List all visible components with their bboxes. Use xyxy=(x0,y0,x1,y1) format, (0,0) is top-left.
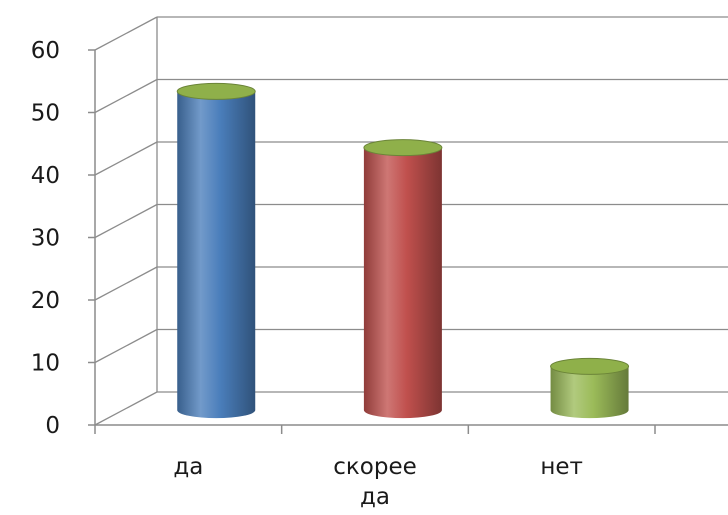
y-axis-tick-labels: 0 10 20 30 40 50 60 xyxy=(31,38,60,439)
y-tick-label: 60 xyxy=(31,38,60,64)
y-tick-label: 40 xyxy=(31,163,60,189)
gridline-side xyxy=(94,391,158,426)
gridline-side xyxy=(94,203,158,239)
bar-top xyxy=(176,82,256,100)
bar-body xyxy=(550,366,629,419)
bar-2 xyxy=(550,357,630,419)
gridline-side xyxy=(94,328,158,364)
y-tick-label: 30 xyxy=(31,226,60,252)
x-category-label: да xyxy=(173,454,203,480)
y-tick-label: 10 xyxy=(31,351,60,377)
bars xyxy=(176,82,630,419)
x-category-label: нет xyxy=(540,454,583,480)
x-axis-category-labels: да скорее да нет xyxy=(173,454,583,510)
bar-body xyxy=(363,147,442,419)
x-category-label: скорее да xyxy=(333,454,417,510)
bar-1 xyxy=(363,139,443,419)
gridline-side xyxy=(94,141,158,176)
y-tick-label: 50 xyxy=(31,101,60,127)
gridline-side xyxy=(94,78,158,114)
gridline-side xyxy=(94,16,158,51)
gridline-side xyxy=(94,266,158,301)
axes xyxy=(88,17,728,434)
x-category-label-line: да xyxy=(173,454,203,480)
bar-top xyxy=(550,357,630,375)
x-category-label-line: нет xyxy=(540,454,583,480)
x-category-label-line: скорее xyxy=(333,454,417,480)
y-tick-label: 0 xyxy=(45,413,60,439)
bar-top xyxy=(363,139,443,157)
bar-body xyxy=(177,91,256,419)
bar-0 xyxy=(176,82,256,419)
y-tick-label: 20 xyxy=(31,288,60,314)
x-category-label-line: да xyxy=(360,484,390,510)
